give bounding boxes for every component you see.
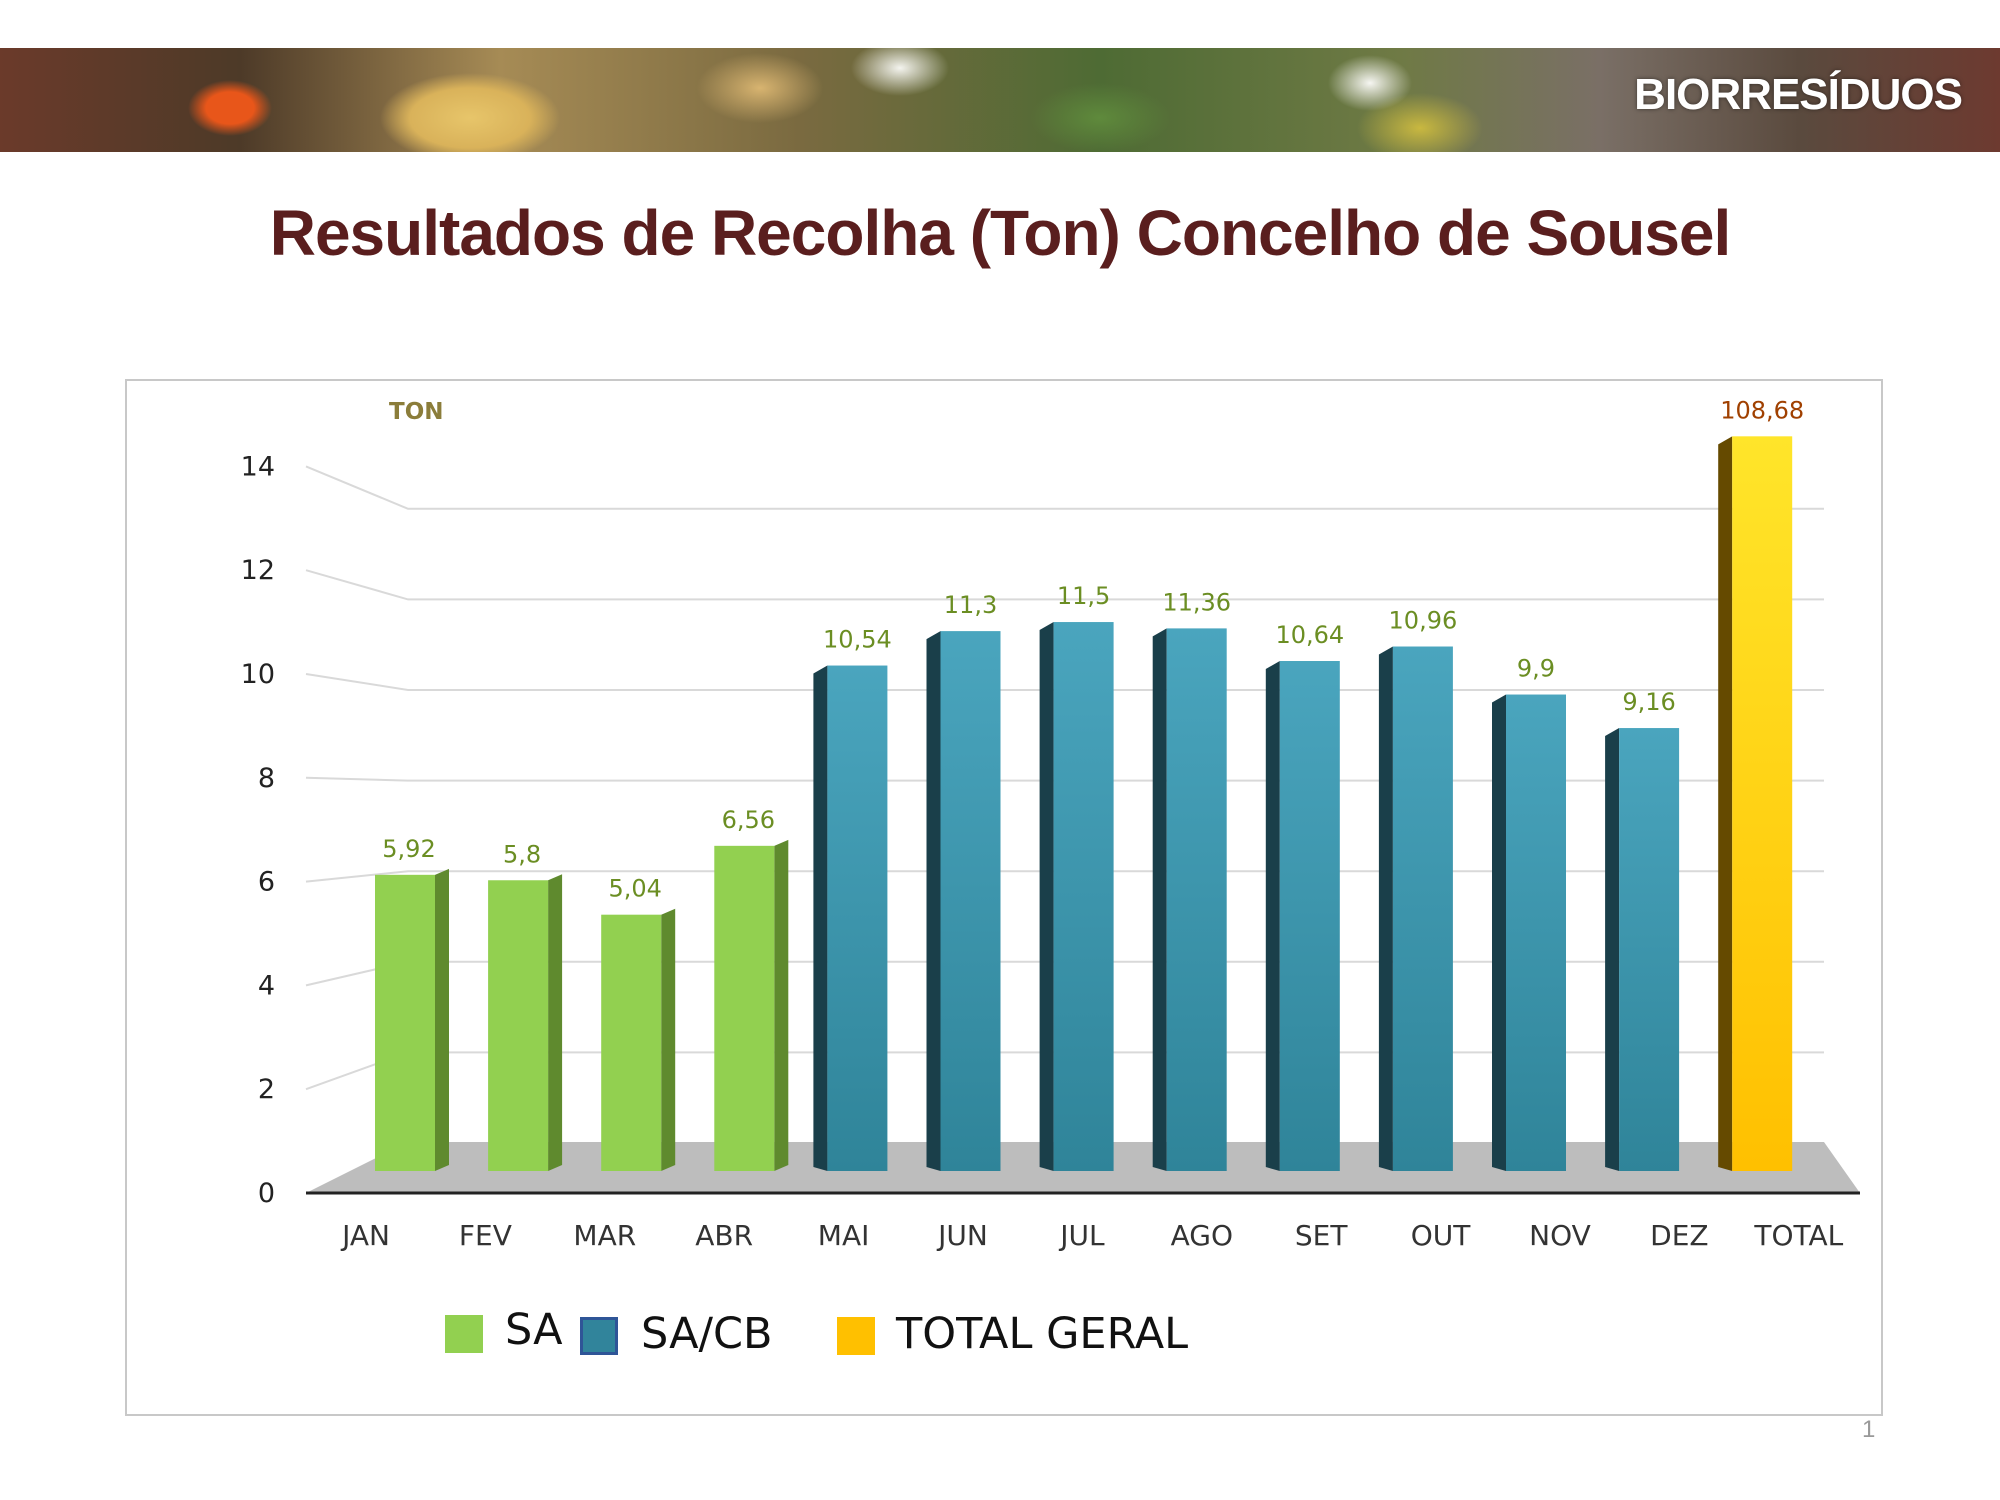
bar-side-jan [435,868,449,1171]
y-tick-label: 6 [258,867,275,898]
y-tick-label: 12 [241,555,275,586]
chart-frame [125,379,1883,1416]
bar-side-nov [1492,694,1506,1171]
x-tick-label: JUL [1058,1219,1105,1252]
y-tick-label: 10 [241,659,275,690]
data-label: 6,56 [722,806,775,834]
data-label: 5,04 [608,875,661,903]
legend-swatch-sacb [580,1317,618,1355]
bar-side-mar [661,908,676,1171]
x-tick-label: FEV [459,1219,512,1252]
x-tick-label: OUT [1411,1219,1472,1252]
legend-swatch-total [837,1317,875,1355]
gridline [305,870,1824,883]
banner-label: BIORRESÍDUOS [1634,70,1963,119]
x-tick-label: JAN [340,1219,390,1252]
legend-label-total: TOTAL GERAL [896,1309,1189,1359]
x-tick-label: NOV [1529,1219,1591,1252]
x-tick-label: MAR [573,1219,636,1252]
bar-jul [1053,622,1114,1171]
gridline [305,673,1824,691]
header-banner-image: BIORRESÍDUOS [0,48,2000,152]
y-tick-label: 4 [258,970,275,1001]
gridline [305,569,1824,601]
page-title: Resultados de Recolha (Ton) Concelho de … [269,197,1732,269]
bar-side-fev [548,874,563,1171]
x-tick-label: DEZ [1650,1219,1708,1252]
data-label: 9,9 [1517,655,1555,683]
bar-side-total [1718,436,1733,1171]
bar-nov [1506,694,1566,1171]
bar-mai [827,665,888,1171]
y-tick-label: 8 [258,763,275,794]
bar-dez [1619,728,1680,1171]
y-axis-title: TON [389,399,444,425]
gridline [305,776,1824,782]
data-label: 11,3 [944,591,997,619]
bar-jan [375,874,435,1171]
bar-mar [601,914,662,1171]
data-label: 5,8 [503,840,541,868]
x-tick-label: TOTAL [1753,1219,1843,1252]
x-tick-label: MAI [818,1219,870,1252]
data-label: 5,92 [382,835,435,863]
bar-side-mai [813,665,828,1171]
bar-side-dez [1605,728,1620,1171]
bar-side-abr [774,839,789,1171]
bar-set [1279,661,1340,1171]
legend-swatch-sa [445,1315,483,1353]
data-label: 10,54 [823,626,892,654]
data-label: 9,16 [1622,688,1675,716]
data-label: 10,96 [1389,607,1458,635]
x-tick-label: JUN [936,1219,988,1252]
bar-side-out [1378,646,1393,1171]
data-label: 11,5 [1057,582,1110,610]
data-label: 11,36 [1162,588,1231,616]
y-tick-label: 0 [258,1178,275,1209]
legend-label-sa: SA [505,1305,563,1355]
x-tick-label: AGO [1171,1219,1233,1252]
bar-side-ago [1152,628,1167,1171]
bar-out [1392,646,1453,1171]
y-tick-label: 14 [241,451,275,482]
bar-fev [488,880,549,1171]
x-tick-label: SET [1295,1219,1348,1252]
x-tick-label: ABR [695,1219,753,1252]
bar-total [1732,436,1793,1171]
bar-abr [714,845,775,1171]
bar-ago [1166,628,1227,1171]
bar-side-set [1265,661,1280,1171]
bar-side-jun [926,631,941,1171]
data-label: 108,68 [1720,396,1804,424]
page-number: 1 [1862,1416,1876,1443]
gridline [305,465,1824,510]
bar-jun [940,631,1001,1171]
bar-side-jul [1039,622,1054,1171]
data-label: 10,64 [1275,621,1344,649]
y-tick-label: 2 [258,1074,275,1105]
legend-label-sacb: SA/CB [641,1309,773,1359]
